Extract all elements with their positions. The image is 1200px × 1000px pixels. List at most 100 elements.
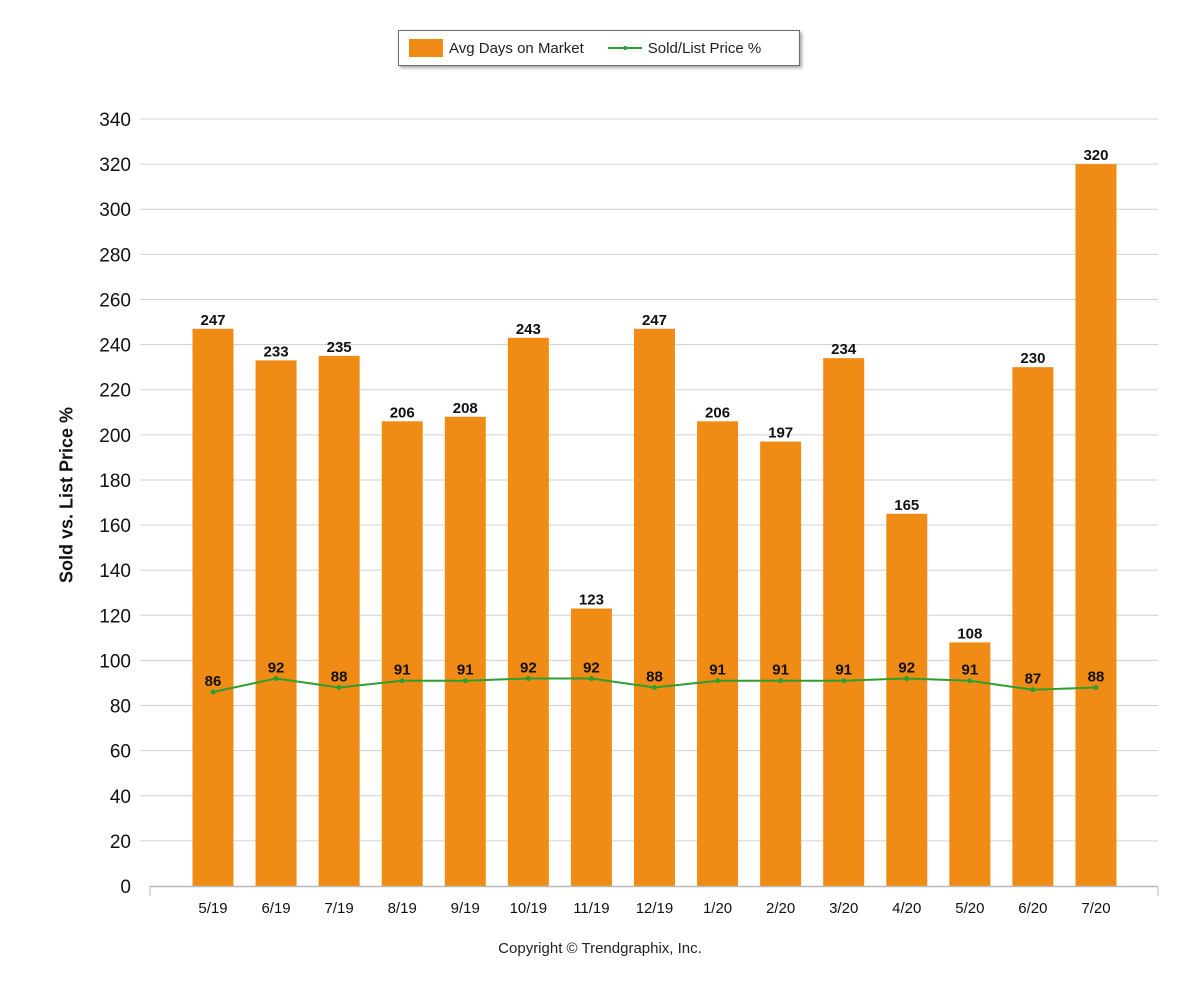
- line-point[interactable]: [778, 678, 784, 684]
- bar-layer: [192, 164, 1117, 887]
- line-point[interactable]: [525, 675, 531, 681]
- line-value-label: 91: [835, 662, 852, 679]
- x-tick-label: 11/19: [573, 900, 609, 917]
- x-tick-label: 6/20: [1018, 900, 1047, 917]
- x-tick-label: 12/19: [636, 900, 674, 917]
- bar[interactable]: [318, 355, 360, 886]
- bar-value-label: 247: [642, 312, 667, 329]
- line-point[interactable]: [399, 678, 405, 684]
- y-tick-label: 220: [99, 381, 131, 402]
- y-tick-label: 100: [99, 651, 131, 672]
- line-point[interactable]: [462, 678, 468, 684]
- bar-value-label: 206: [705, 404, 730, 421]
- bar[interactable]: [570, 608, 612, 886]
- line-value-label: 88: [1088, 668, 1105, 685]
- line-value-label: 92: [268, 659, 285, 676]
- chart-legend: Avg Days on Market Sold/List Price %: [398, 30, 800, 66]
- bar[interactable]: [507, 337, 549, 887]
- x-tick-label: 7/20: [1081, 900, 1110, 917]
- y-tick-label: 280: [99, 245, 131, 266]
- y-tick-label: 320: [99, 155, 131, 176]
- y-tick-label: 160: [99, 516, 131, 537]
- bar[interactable]: [1012, 367, 1054, 886]
- bar[interactable]: [381, 421, 423, 886]
- line-point[interactable]: [336, 684, 342, 690]
- line-value-label: 91: [457, 662, 474, 679]
- bar-value-label: 230: [1020, 350, 1045, 367]
- y-tick-label: 40: [110, 787, 131, 808]
- y-tick-label: 140: [99, 561, 131, 582]
- x-tick-label: 4/20: [892, 900, 921, 917]
- bar-value-label: 197: [768, 425, 793, 442]
- x-tick-label: 1/20: [703, 900, 732, 917]
- copyright-footer: Copyright © Trendgraphix, Inc.: [498, 940, 702, 957]
- line-value-label: 91: [772, 662, 789, 679]
- line-point[interactable]: [904, 675, 910, 681]
- bar[interactable]: [697, 421, 739, 886]
- line-layer: [210, 675, 1099, 695]
- y-tick-label: 260: [99, 290, 131, 311]
- bar[interactable]: [823, 358, 865, 886]
- x-tick-label: 10/19: [510, 900, 548, 917]
- line-point[interactable]: [715, 678, 721, 684]
- y-tick-label: 180: [99, 471, 131, 492]
- x-tick-label: 7/19: [325, 900, 354, 917]
- bar-value-label: 123: [579, 592, 604, 609]
- x-tick-label: 3/20: [829, 900, 858, 917]
- bar-value-label: 247: [200, 312, 225, 329]
- bar[interactable]: [255, 360, 297, 887]
- bar[interactable]: [1075, 164, 1117, 886]
- bar[interactable]: [760, 441, 802, 886]
- line-point[interactable]: [967, 678, 973, 684]
- line-value-label: 92: [583, 659, 600, 676]
- y-tick-label: 120: [99, 606, 131, 627]
- x-tick-label: 2/20: [766, 900, 795, 917]
- bar-value-label: 320: [1083, 147, 1108, 164]
- line-point[interactable]: [1030, 687, 1036, 693]
- y-tick-label: 200: [99, 426, 131, 447]
- bar-value-label: 234: [831, 341, 857, 358]
- line-value-label: 91: [709, 662, 726, 679]
- legend-item-bar[interactable]: Avg Days on Market: [399, 39, 584, 57]
- legend-swatch-line-marker: [622, 46, 627, 50]
- x-tick-label: 9/19: [451, 900, 480, 917]
- x-tick-label: 6/19: [261, 900, 290, 917]
- y-tick-label: 240: [99, 336, 131, 357]
- x-tick-label: 5/20: [955, 900, 984, 917]
- line-value-label: 88: [331, 668, 348, 685]
- line-point[interactable]: [651, 684, 657, 690]
- legend-label-bar: Avg Days on Market: [449, 39, 584, 57]
- line-point[interactable]: [841, 678, 847, 684]
- bar-value-label: 208: [453, 400, 478, 417]
- line-value-label: 88: [646, 668, 663, 685]
- bar-value-label: 108: [957, 625, 982, 642]
- line-value-label: 86: [205, 673, 222, 690]
- line-point[interactable]: [210, 689, 216, 695]
- x-tick-label: 8/19: [388, 900, 417, 917]
- legend-label-line: Sold/List Price %: [647, 39, 762, 57]
- bar[interactable]: [192, 328, 234, 886]
- line-value-label: 92: [898, 659, 915, 676]
- bar[interactable]: [444, 416, 486, 886]
- y-tick-label: 340: [99, 110, 131, 131]
- y-tick-label: 80: [110, 697, 131, 718]
- y-tick-label: 20: [110, 832, 131, 853]
- legend-swatch-bar: [409, 39, 443, 57]
- line-point[interactable]: [273, 675, 279, 681]
- line-point[interactable]: [1093, 684, 1099, 690]
- y-tick-label: 300: [99, 200, 131, 221]
- legend-item-line[interactable]: Sold/List Price %: [584, 40, 761, 57]
- bar-value-label: 235: [327, 339, 352, 356]
- bar-value-label: 243: [516, 321, 541, 338]
- legend-swatch-line: [607, 43, 642, 53]
- line-value-label: 92: [520, 659, 537, 676]
- bar-value-label: 165: [894, 497, 919, 514]
- x-tick-label: 5/19: [198, 900, 227, 917]
- bar-value-label: 233: [264, 343, 289, 360]
- line-value-label: 91: [394, 662, 411, 679]
- line-point[interactable]: [588, 675, 594, 681]
- bar[interactable]: [886, 513, 928, 886]
- bar[interactable]: [633, 328, 675, 886]
- y-tick-label: 60: [110, 742, 131, 763]
